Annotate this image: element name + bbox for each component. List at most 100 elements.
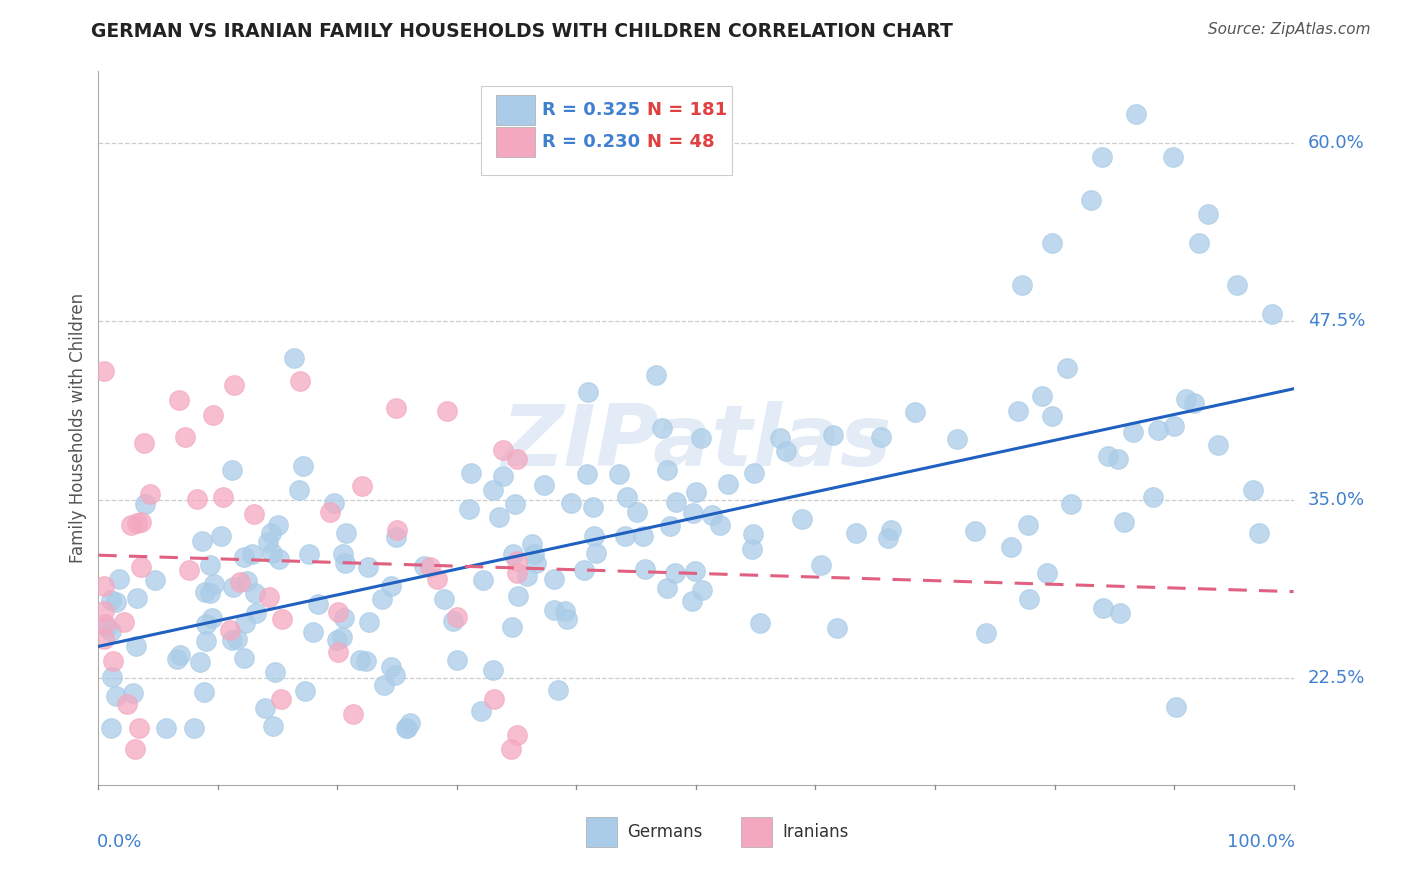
Point — [585, 546, 607, 560]
Point — [155, 721, 177, 735]
Point — [233, 651, 256, 665]
Point — [501, 620, 523, 634]
Point — [201, 611, 224, 625]
Point — [775, 444, 797, 458]
Point — [332, 547, 354, 561]
Point — [219, 623, 242, 637]
Point — [186, 491, 208, 506]
Point — [93, 617, 115, 632]
Point — [108, 572, 131, 586]
Point — [974, 625, 997, 640]
Point — [127, 516, 149, 531]
Point — [198, 586, 221, 600]
Point — [132, 435, 155, 450]
Point — [1007, 404, 1029, 418]
Point — [946, 432, 969, 446]
Point — [191, 534, 214, 549]
Point — [506, 728, 529, 742]
Point — [574, 563, 596, 577]
Point — [1174, 392, 1197, 407]
Point — [1241, 483, 1264, 497]
Point — [323, 495, 346, 509]
Point — [1031, 389, 1053, 403]
Point — [121, 686, 143, 700]
Point — [307, 597, 329, 611]
Point — [460, 466, 482, 480]
Point — [202, 577, 225, 591]
Point — [506, 554, 529, 568]
Text: Germans: Germans — [627, 823, 702, 841]
Point — [283, 351, 305, 365]
Point — [659, 518, 682, 533]
Text: Iranians: Iranians — [782, 823, 848, 841]
Point — [326, 605, 349, 619]
Point — [262, 719, 284, 733]
Point — [506, 589, 529, 603]
Point — [193, 685, 215, 699]
Point — [683, 564, 706, 578]
Point — [1080, 193, 1102, 207]
Point — [354, 654, 377, 668]
Point — [333, 556, 356, 570]
Point — [112, 615, 135, 629]
Point — [1091, 601, 1114, 615]
Point — [1225, 278, 1247, 293]
Point — [1091, 150, 1114, 164]
Point — [634, 562, 657, 576]
Point — [291, 458, 314, 473]
Point — [385, 530, 408, 544]
Point — [319, 504, 342, 518]
Point — [93, 632, 115, 647]
Point — [575, 467, 598, 482]
Point — [325, 633, 347, 648]
Point — [502, 547, 524, 561]
Point — [270, 692, 292, 706]
Point — [93, 604, 115, 618]
Point — [270, 612, 292, 626]
Point — [105, 595, 128, 609]
Point — [125, 640, 148, 654]
Point — [240, 547, 263, 561]
Point — [506, 452, 529, 467]
Point — [492, 469, 515, 483]
Point — [349, 653, 371, 667]
Point — [166, 651, 188, 665]
Point — [101, 654, 124, 668]
Point — [125, 591, 148, 605]
Point — [419, 560, 441, 574]
Point — [555, 612, 578, 626]
Point — [576, 384, 599, 399]
Point — [1107, 451, 1129, 466]
Point — [359, 615, 381, 629]
Point — [211, 490, 233, 504]
Point — [302, 624, 325, 639]
Point — [183, 721, 205, 735]
Text: 60.0%: 60.0% — [1308, 134, 1365, 152]
Point — [547, 683, 569, 698]
Point — [657, 463, 679, 477]
Point — [810, 558, 832, 573]
Point — [357, 560, 380, 574]
Point — [385, 401, 408, 415]
FancyBboxPatch shape — [481, 86, 733, 175]
Text: 22.5%: 22.5% — [1308, 669, 1365, 687]
Point — [492, 443, 515, 458]
Point — [446, 610, 468, 624]
Point — [195, 616, 218, 631]
Text: N = 48: N = 48 — [647, 133, 714, 151]
Point — [1059, 497, 1081, 511]
Point — [399, 716, 422, 731]
Point — [446, 653, 468, 667]
Point — [582, 500, 605, 515]
Point — [717, 477, 740, 491]
Point — [260, 546, 283, 560]
Point — [100, 624, 122, 639]
Point — [222, 580, 245, 594]
Point — [1018, 591, 1040, 606]
Point — [481, 663, 503, 677]
Point — [1011, 278, 1033, 293]
Text: 0.0%: 0.0% — [97, 833, 142, 852]
Point — [471, 573, 494, 587]
Point — [533, 477, 555, 491]
Point — [100, 592, 122, 607]
